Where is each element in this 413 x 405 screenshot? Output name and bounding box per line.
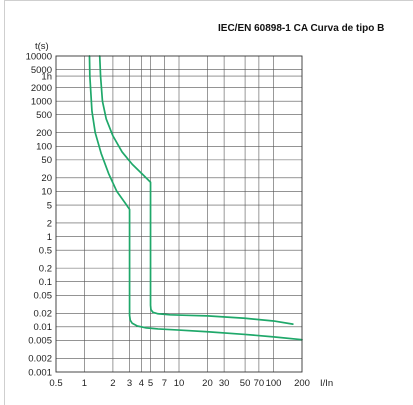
x-tick-label: 20 bbox=[202, 378, 213, 389]
y-tick-label: 10000 bbox=[26, 51, 52, 62]
x-tick-label: 4 bbox=[139, 378, 144, 389]
y-axis-label: t(s) bbox=[35, 41, 49, 52]
y-tick-label: 0.2 bbox=[39, 263, 52, 274]
y-tick-label: 100 bbox=[36, 142, 52, 153]
trip-curve-line-2 bbox=[98, 55, 294, 325]
y-tick-label: 0.005 bbox=[28, 336, 52, 347]
y-tick-label: 500 bbox=[36, 110, 52, 121]
x-tick-label: 0.5 bbox=[49, 378, 62, 389]
y-tick-label: 0.002 bbox=[28, 354, 52, 365]
y-tick-label: 2000 bbox=[31, 83, 52, 94]
x-tick-label: 5 bbox=[148, 378, 153, 389]
x-tick-label: 2 bbox=[110, 378, 115, 389]
y-tick-label: 200 bbox=[36, 128, 52, 139]
chart-title: IEC/EN 60898-1 CA Curva de tipo B bbox=[218, 23, 384, 34]
y-tick-label: 0.001 bbox=[28, 367, 52, 378]
y-tick-label: 5 bbox=[47, 200, 52, 211]
x-tick-label: 100 bbox=[266, 378, 282, 389]
tick-layer: 0.5 1 2 3 4 5 7 10 20 30 50 70 100 2001000050001h2000… bbox=[26, 51, 310, 389]
y-tick-label: 10 bbox=[41, 187, 52, 198]
y-tick-label: 0.5 bbox=[39, 245, 52, 256]
y-tick-label: 5000 bbox=[31, 65, 52, 76]
x-tick-label: 1 bbox=[82, 378, 87, 389]
y-tick-label: 1 bbox=[47, 232, 52, 243]
x-tick-label: 30 bbox=[219, 378, 230, 389]
x-axis-label: I/In bbox=[320, 378, 333, 389]
page-frame-top bbox=[4, 0, 413, 1]
grid-layer bbox=[56, 56, 302, 372]
x-tick-label: 200 bbox=[294, 378, 310, 389]
y-tick-label: 0.02 bbox=[34, 309, 53, 320]
y-tick-label: 0.01 bbox=[34, 322, 53, 333]
y-tick-label: 20 bbox=[41, 173, 52, 184]
y-tick-label: 2 bbox=[47, 218, 52, 229]
x-tick-label: 3 bbox=[127, 378, 132, 389]
y-tick-label: 1h bbox=[41, 71, 52, 82]
curve-layer bbox=[88, 55, 303, 341]
y-tick-label: 1000 bbox=[31, 96, 52, 107]
y-tick-label: 0.05 bbox=[34, 291, 53, 302]
y-tick-label: 50 bbox=[41, 155, 52, 166]
y-tick-label: 0.1 bbox=[39, 277, 52, 288]
x-tick-label: 70 bbox=[254, 378, 265, 389]
x-tick-label: 50 bbox=[240, 378, 251, 389]
x-tick-label: 10 bbox=[174, 378, 185, 389]
trip-curve-line-1 bbox=[88, 55, 303, 341]
page-frame-left bbox=[4, 0, 5, 405]
x-tick-label: 7 bbox=[162, 378, 167, 389]
plot-border bbox=[55, 55, 303, 373]
